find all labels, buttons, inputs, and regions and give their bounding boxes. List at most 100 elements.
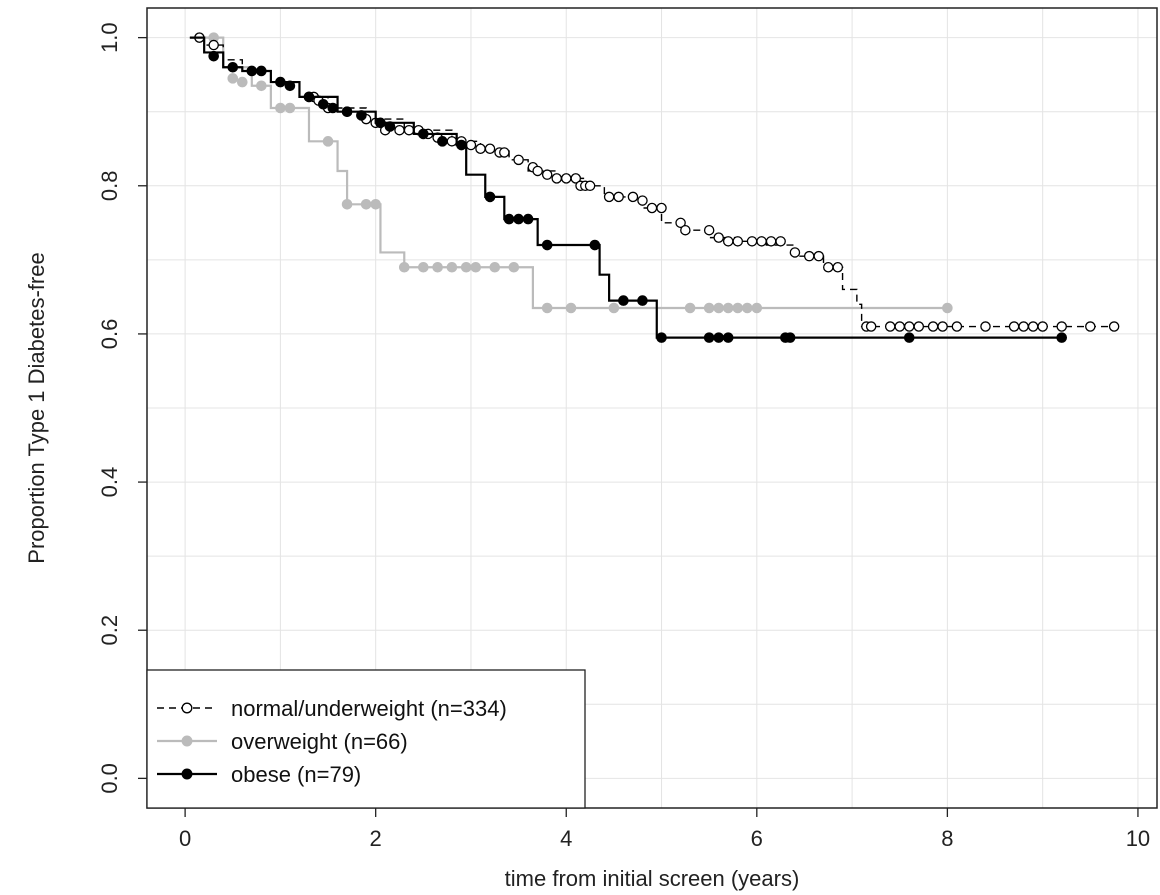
censor-point [951,321,963,332]
censor-point [432,261,443,273]
y-tick-label: 1.0 [97,22,122,53]
censor-point [646,202,658,214]
x-tick-label: 4 [560,826,572,851]
censor-point [356,110,367,121]
censor-point [403,124,415,136]
censor-point [398,261,410,273]
censor-point [803,250,815,262]
legend-item: normal/underweight (n=334) [157,696,507,721]
censor-point [756,236,767,247]
censor-point [275,76,286,88]
series-layer [189,32,1120,343]
censor-point [470,261,482,273]
legend-swatch-marker [181,768,193,780]
censor-point [513,154,524,166]
censor-point [589,239,601,251]
censor-point [341,106,353,118]
censor-point [446,136,458,147]
series-line [189,36,1115,328]
y-tick-label: 0.2 [97,615,122,646]
censor-point [236,76,248,88]
y-axis: 0.0 0.2 0.4 0.6 0.8 1.0 [97,22,147,794]
censor-point [284,80,296,92]
censor-point [713,232,724,243]
censor-point [208,50,219,62]
censor-point [460,261,472,273]
censor-point [522,213,534,225]
censor-point [499,147,510,158]
x-axis-label: time from initial screen (years) [505,866,800,891]
censor-point [227,73,239,84]
censor-point [713,302,724,314]
censor-point [394,124,405,136]
x-tick-label: 6 [751,826,763,851]
censor-point [980,321,991,332]
censor-point [832,262,844,273]
censor-point [1085,321,1096,332]
censor-point [904,321,915,332]
censor-point [680,224,691,236]
censor-point [532,165,543,177]
censor-point [541,239,553,251]
censor-point [1056,321,1067,332]
censor-point [465,139,477,151]
censor-point [456,139,467,151]
censor-point [375,117,386,129]
x-tick-label: 10 [1126,826,1150,851]
censor-point [722,236,734,247]
legend-label: overweight (n=66) [231,729,408,754]
censor-point [322,136,334,147]
censor-point [937,321,948,332]
censor-point [437,136,448,147]
censor-point [565,302,577,314]
legend-swatch-marker [181,702,193,714]
censor-point [418,261,429,273]
censor-point [370,198,381,210]
legend-label: obese (n=79) [231,762,361,787]
censor-point [1008,321,1020,332]
censor-point [541,169,553,180]
censor-point [784,332,796,343]
censor-point [551,173,562,184]
censor-point [703,302,715,314]
censor-point [484,143,496,154]
censor-point [227,61,239,73]
legend-box [146,669,586,809]
censor-point [713,332,724,343]
x-tick-label: 0 [179,826,191,851]
censor-point [942,302,953,314]
censor-point [275,102,286,114]
x-tick-label: 8 [941,826,953,851]
y-tick-label: 0.8 [97,170,122,201]
censor-point [637,195,648,206]
censor-point [613,191,624,203]
censor-point [303,91,315,103]
censor-point [927,321,939,332]
censor-point [746,236,758,247]
censor-point [703,224,715,236]
censor-point [656,332,667,343]
series-2 [189,36,1068,343]
censor-point [675,217,686,229]
legend-label: normal/underweight (n=334) [231,696,507,721]
censor-point [256,65,267,77]
censor-point [513,213,524,225]
censor-point [703,332,715,343]
censor-point [489,261,501,273]
series-0 [189,32,1120,332]
legend-swatch-marker [181,735,193,747]
censor-point [884,321,896,332]
legend-item: overweight (n=66) [157,729,408,754]
y-tick-label: 0.6 [97,319,122,350]
censor-point [751,302,763,314]
censor-point [384,121,396,132]
censor-point [503,213,515,225]
censor-point [684,302,696,314]
censor-point [732,302,744,314]
legend: normal/underweight (n=334) overweight (n=… [146,669,586,809]
y-tick-label: 0.0 [97,763,122,794]
censor-point [608,302,620,314]
censor-point [256,80,267,92]
censor-point [865,321,877,332]
